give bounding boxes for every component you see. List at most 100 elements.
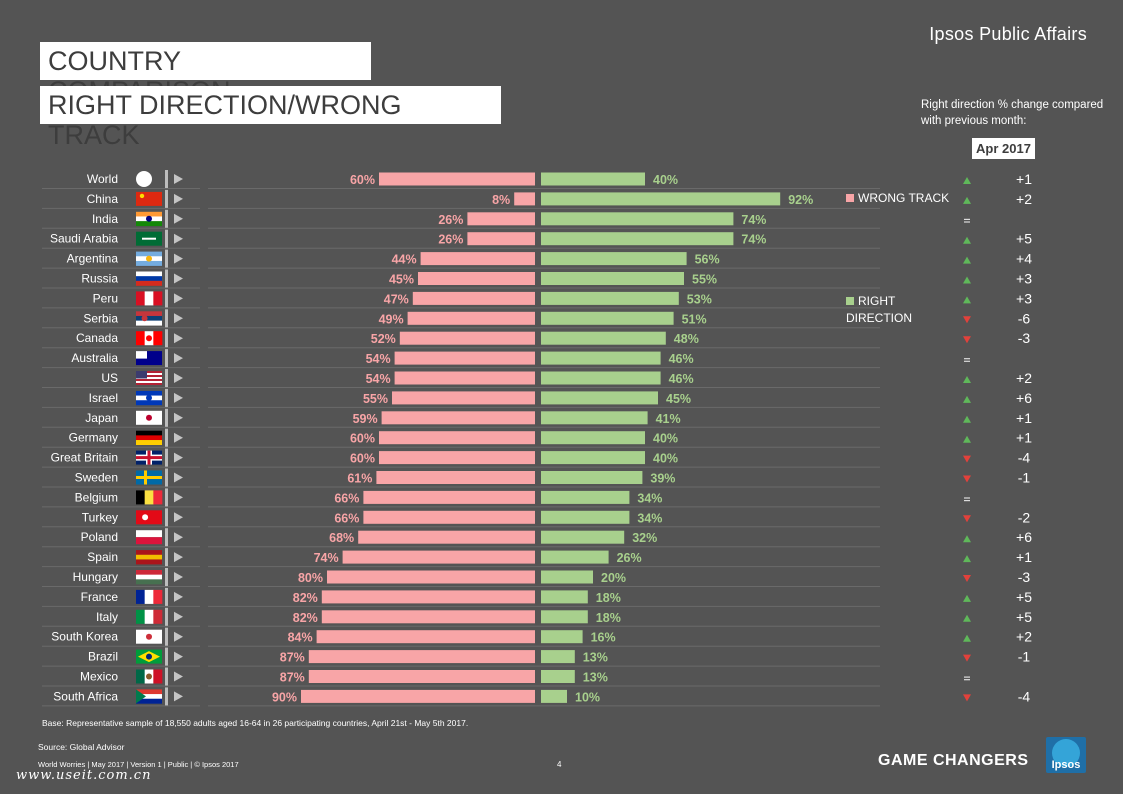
row-separator-bar [165,289,168,308]
flag-south-africa-icon [136,689,162,704]
change-value: +2 [1016,191,1032,207]
country-label: Italy [96,610,118,624]
expand-arrow-icon [174,193,183,204]
trend-down-icon [963,336,971,344]
trend-flat-icon [964,500,970,502]
flag-hungary-icon [136,570,162,585]
expand-arrow-icon [174,512,183,523]
trend-flat-icon [964,679,970,681]
wrong-track-bar [412,291,535,305]
expand-arrow-icon [174,293,183,304]
country-label: Sweden [75,471,118,485]
flag-emblem [146,255,152,262]
right-direction-label: 51% [682,312,707,326]
wrong-track-bar [381,411,535,425]
country-label: US [101,371,118,385]
flag-argentina-icon [136,251,162,266]
flag-emblem [142,237,156,240]
watermark: www.useit.com.cn [16,768,152,783]
right-direction-bar [541,431,645,445]
right-direction-label: 92% [788,193,813,207]
flag-stripe [153,669,163,684]
flag-cross [136,476,162,479]
wrong-track-bar [420,252,535,266]
flag-field [136,191,162,206]
flag-stripe [136,377,162,379]
country-label: Turkey [82,510,118,524]
wrong-track-label: 60% [350,452,375,466]
ipsos-logo: Ipsos [1046,737,1086,773]
flag-stripe [136,375,162,377]
row-separator-bar [165,408,168,427]
right-direction-label: 56% [695,253,720,267]
right-direction-bar [541,192,781,206]
wrong-track-label: 84% [288,631,313,645]
flag-stripe [153,609,163,624]
change-value: +1 [1016,171,1032,187]
flag-emblem [146,215,152,222]
trend-up-icon [963,395,971,403]
trend-up-icon [963,415,971,423]
flag-stripe [136,271,162,277]
flag-stripe [136,311,162,317]
flag-stripe [136,554,162,560]
row-separator-bar [165,548,168,567]
country-label: Saudi Arabia [50,232,118,246]
wrong-track-label: 82% [293,611,318,625]
right-direction-label: 18% [596,611,621,625]
flag-stripe [144,291,154,306]
flag-stripe [136,579,162,585]
flag-stripe [144,609,154,624]
flag-stripe [136,698,162,704]
expand-arrow-icon [174,611,183,622]
country-label: France [81,590,119,604]
legend-right-direction: RIGHT DIRECTION [846,293,936,327]
expand-arrow-icon [174,333,183,344]
right-direction-label: 45% [666,392,691,406]
right-direction-bar [541,371,661,385]
wrong-track-label: 90% [272,690,297,704]
flag-us-icon [136,371,162,385]
wrong-track-label: 68% [329,531,354,545]
flag-stripe [136,379,162,381]
flag-stripe [136,390,162,396]
right-direction-label: 40% [653,432,678,446]
flag-emblem [146,673,152,680]
country-label: Australia [71,351,118,365]
row-separator-bar [165,309,168,328]
trend-down-icon [963,654,971,662]
row-separator-bar [165,229,168,248]
wrong-track-bar [363,490,535,504]
country-label: South Korea [51,630,118,644]
flag-triangle [136,689,146,704]
row-separator-bar [165,528,168,547]
flag-stripe [153,331,163,346]
trend-up-icon [963,594,971,602]
wrong-track-bar [379,451,535,465]
row-separator-bar [165,568,168,586]
trend-up-icon [963,376,971,383]
flag-china-icon [136,191,162,206]
row-separator-bar [165,488,168,507]
trend-up-icon [963,296,971,304]
right-direction-bar [541,670,575,683]
country-label: Peru [93,291,118,305]
flag-stripe [144,490,154,505]
change-value: +5 [1016,589,1032,605]
country-label: Argentina [67,252,119,266]
wrong-track-bar [467,212,535,226]
flag-stripe [136,550,162,556]
right-direction-bar [541,650,575,664]
wrong-track-bar [321,610,535,624]
trend-up-icon [963,555,971,563]
flag-emblem [142,514,149,521]
trend-up-icon [963,634,971,642]
change-value: -2 [1018,509,1031,525]
trend-up-icon [963,535,971,543]
right-direction-label: 39% [650,472,675,486]
right-direction-label: 16% [591,631,616,645]
flag-israel-icon [136,390,162,406]
wrong-track-label: 54% [366,372,391,386]
legend-wrong-label: WRONG TRACK [858,191,950,205]
right-direction-bar [541,232,734,246]
